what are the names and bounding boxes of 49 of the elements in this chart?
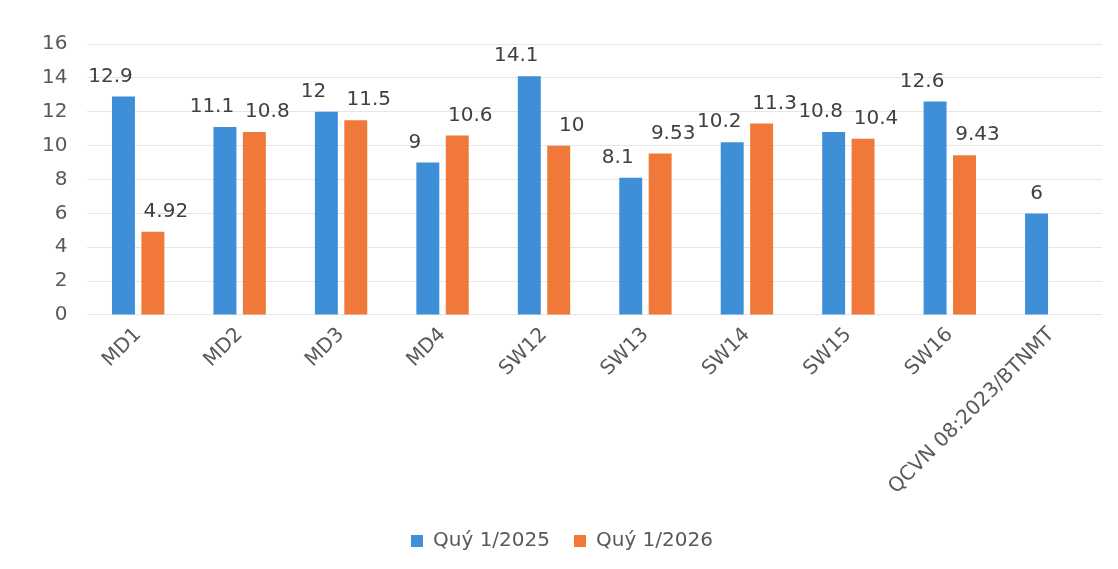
data-label: 9 <box>408 128 422 153</box>
bar <box>750 123 774 315</box>
bar <box>242 132 266 315</box>
data-label: 11.1 <box>189 93 235 118</box>
y-tick-label: 12 <box>42 97 68 122</box>
data-label: 10 <box>558 111 585 136</box>
bar <box>547 145 571 315</box>
data-label: 12 <box>300 77 327 102</box>
bar <box>648 153 672 315</box>
y-tick-label: 6 <box>54 199 68 224</box>
data-label: 4.92 <box>143 197 189 222</box>
y-tick-label: 4 <box>54 233 68 258</box>
data-label: 9.53 <box>650 119 696 144</box>
data-label: 11.3 <box>752 89 797 114</box>
bar <box>517 76 541 315</box>
bar <box>111 96 135 315</box>
data-label: 12.6 <box>899 67 945 92</box>
legend-label: Quý 1/2026 <box>596 527 713 552</box>
bar <box>141 231 165 315</box>
bar <box>720 142 744 315</box>
y-tick-label: 14 <box>42 64 68 89</box>
bar <box>923 101 947 315</box>
data-label: 10.6 <box>447 101 493 126</box>
data-label: 10.8 <box>798 98 843 123</box>
bar <box>445 135 469 315</box>
bar <box>953 155 976 315</box>
data-label: 10.8 <box>245 98 290 123</box>
data-label: 8.1 <box>601 144 634 169</box>
bar <box>1025 213 1049 315</box>
data-label: 11.5 <box>346 86 392 111</box>
bar <box>619 177 643 315</box>
data-label: 14.1 <box>494 42 539 67</box>
data-label: 10.4 <box>853 105 899 130</box>
data-label: 9.43 <box>955 121 1000 146</box>
y-tick-label: 16 <box>42 30 68 55</box>
y-tick-label: 2 <box>54 267 68 292</box>
y-tick-label: 8 <box>54 165 68 190</box>
data-label: 6 <box>1030 179 1043 204</box>
legend-label: Quý 1/2025 <box>433 527 551 552</box>
bar <box>314 111 338 315</box>
bar <box>213 126 237 315</box>
y-tick-label: 10 <box>42 131 68 156</box>
bar <box>851 138 875 315</box>
data-label: 12.9 <box>88 62 133 87</box>
y-tick-label: 0 <box>54 301 68 326</box>
data-label: 10.2 <box>696 108 742 133</box>
bar <box>822 132 846 315</box>
bar <box>416 162 440 315</box>
bar <box>344 120 368 315</box>
